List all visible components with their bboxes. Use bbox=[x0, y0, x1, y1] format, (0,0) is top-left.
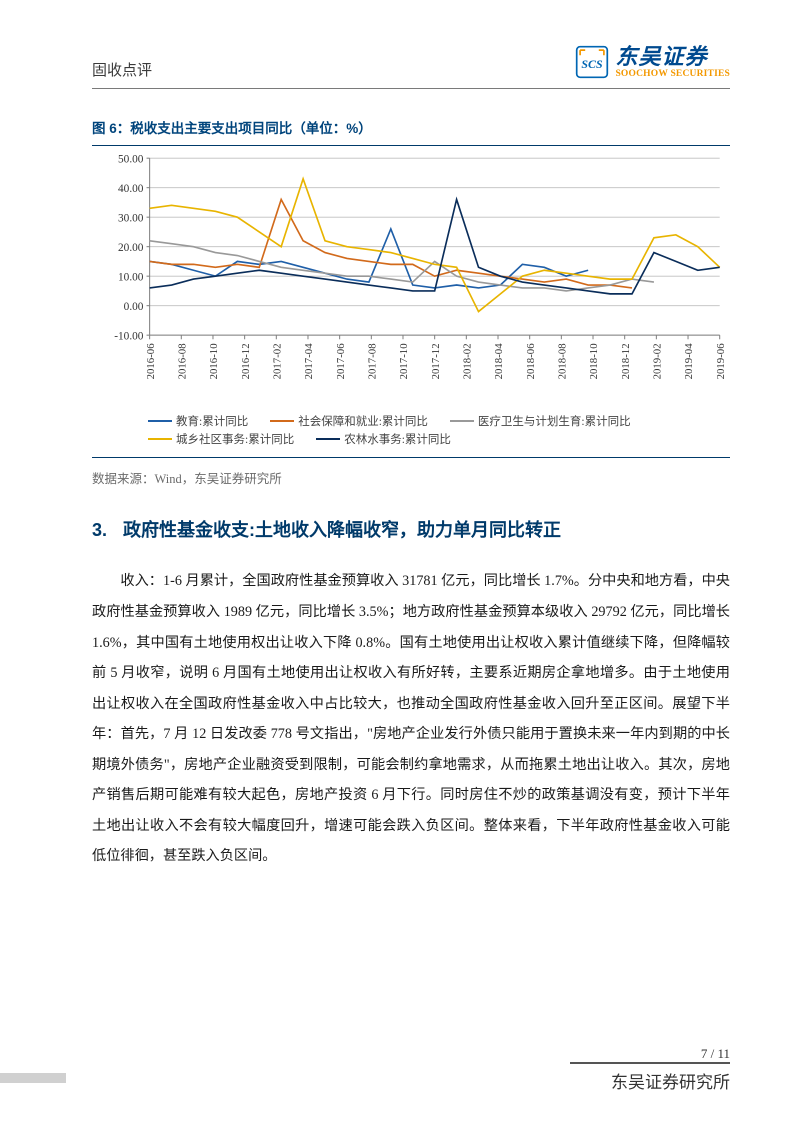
page-header: 固收点评 SCS 东吴证券 SOOCHOW SECURITIES bbox=[92, 45, 730, 89]
svg-text:2018-06: 2018-06 bbox=[525, 343, 537, 380]
footer-side-marker bbox=[0, 1073, 66, 1083]
figure-caption: 税收支出主要支出项目同比（单位：%） bbox=[130, 121, 372, 136]
line-chart: -10.00 0.00 10.00 20.00 30.00 40.00 50.00 2016-… bbox=[92, 152, 730, 409]
figure-title: 图 6：税收支出主要支出项目同比（单位：%） bbox=[92, 117, 730, 137]
svg-text:2016-08: 2016-08 bbox=[176, 343, 188, 379]
svg-text:2018-04: 2018-04 bbox=[493, 343, 505, 380]
logo-en-text: SOOCHOW SECURITIES bbox=[615, 69, 730, 79]
svg-text:10.00: 10.00 bbox=[118, 271, 144, 283]
chart-container: -10.00 0.00 10.00 20.00 30.00 40.00 50.00 2016-… bbox=[92, 145, 730, 458]
svg-text:2017-06: 2017-06 bbox=[335, 343, 347, 380]
svg-text:2018-02: 2018-02 bbox=[461, 343, 473, 379]
page-number: 7 / 11 bbox=[570, 1046, 730, 1062]
brand-logo: SCS 东吴证券 SOOCHOW SECURITIES bbox=[575, 45, 730, 79]
svg-text:0.00: 0.00 bbox=[124, 301, 144, 313]
svg-text:2017-02: 2017-02 bbox=[271, 343, 283, 379]
svg-text:20.00: 20.00 bbox=[118, 242, 144, 254]
legend-item: 教育:累计同比 bbox=[148, 413, 248, 429]
svg-text:-10.00: -10.00 bbox=[114, 330, 144, 342]
svg-text:SCS: SCS bbox=[582, 57, 604, 71]
page-footer: 7 / 11 东吴证券研究所 bbox=[72, 1046, 730, 1093]
section-heading: 3. 政府性基金收支:土地收入降幅收窄，助力单月同比转正 bbox=[92, 509, 730, 552]
legend-item: 医疗卫生与计划生育:累计同比 bbox=[450, 413, 631, 429]
svg-text:2016-06: 2016-06 bbox=[145, 343, 157, 380]
svg-text:2019-04: 2019-04 bbox=[683, 343, 695, 380]
data-source: 数据来源：Wind，东吴证券研究所 bbox=[92, 468, 730, 487]
scs-logo-icon: SCS bbox=[575, 45, 609, 79]
section-number: 3. bbox=[92, 520, 107, 540]
legend-item: 农林水事务:累计同比 bbox=[316, 431, 451, 447]
legend-item: 社会保障和就业:累计同比 bbox=[270, 413, 428, 429]
svg-text:40.00: 40.00 bbox=[118, 183, 144, 195]
logo-cn-text: 东吴证券 bbox=[615, 45, 730, 68]
svg-text:2019-06: 2019-06 bbox=[715, 343, 727, 380]
figure-number: 图 6： bbox=[92, 121, 130, 136]
svg-text:2017-04: 2017-04 bbox=[303, 343, 315, 380]
body-paragraph: 收入：1-6 月累计，全国政府性基金预算收入 31781 亿元，同比增长 1.7… bbox=[92, 566, 730, 871]
svg-text:2018-12: 2018-12 bbox=[620, 343, 632, 379]
svg-text:2016-12: 2016-12 bbox=[240, 343, 252, 379]
svg-text:30.00: 30.00 bbox=[118, 212, 144, 224]
svg-text:2019-02: 2019-02 bbox=[651, 343, 663, 379]
legend-item: 城乡社区事务:累计同比 bbox=[148, 431, 294, 447]
chart-legend: 教育:累计同比 社会保障和就业:累计同比 医疗卫生与计划生育:累计同比城乡社区事务:… bbox=[92, 409, 730, 449]
svg-text:50.00: 50.00 bbox=[118, 153, 144, 165]
section-title-text: 政府性基金收支:土地收入降幅收窄，助力单月同比转正 bbox=[123, 520, 561, 540]
svg-text:2018-08: 2018-08 bbox=[556, 343, 568, 379]
svg-text:2018-10: 2018-10 bbox=[588, 343, 600, 379]
svg-text:2017-08: 2017-08 bbox=[366, 343, 378, 379]
svg-text:2017-12: 2017-12 bbox=[430, 343, 442, 379]
footer-org: 东吴证券研究所 bbox=[570, 1062, 730, 1093]
doc-type-label: 固收点评 bbox=[92, 45, 152, 80]
svg-text:2016-10: 2016-10 bbox=[208, 343, 220, 379]
svg-text:2017-10: 2017-10 bbox=[398, 343, 410, 379]
